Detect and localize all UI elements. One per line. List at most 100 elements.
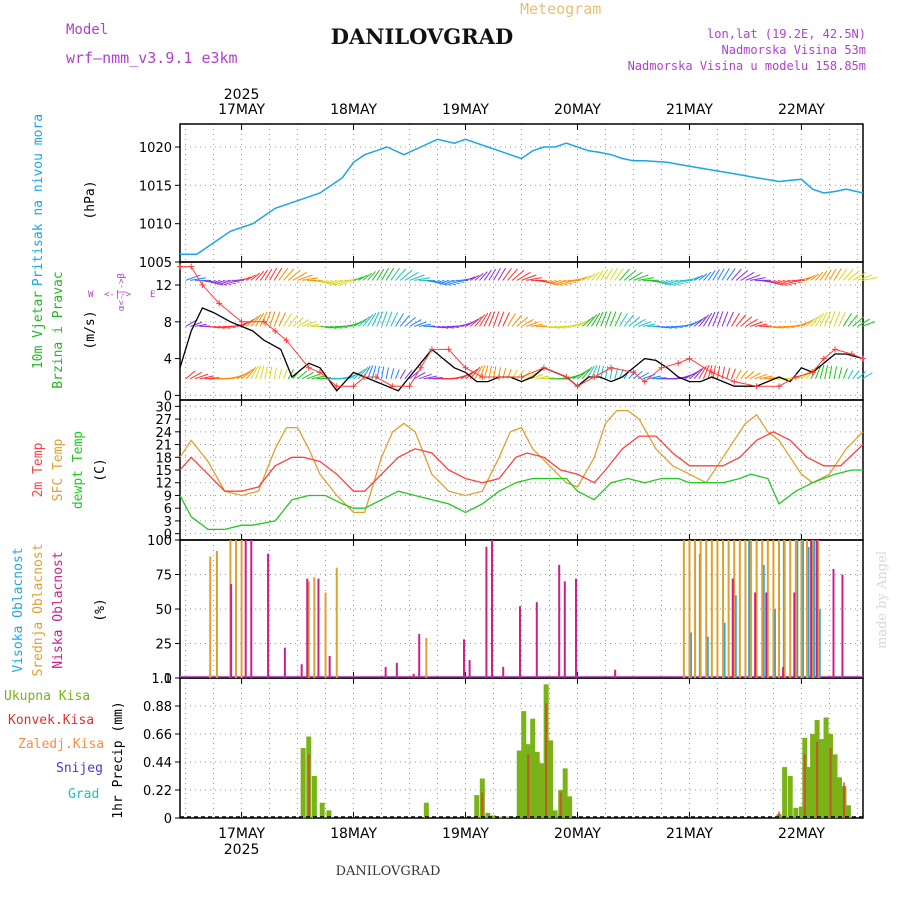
cloud-low-label: Niska Oblacnost <box>51 551 66 668</box>
wind-arrow <box>483 269 492 281</box>
wind-arrow <box>381 311 388 327</box>
legend-zaledj: Zaledj.Kisa <box>18 737 104 752</box>
wind-arrow <box>707 270 716 281</box>
wind-arrow <box>474 314 486 327</box>
wind-arrow <box>241 368 254 380</box>
gust-marker <box>518 374 525 380</box>
wind-arrow <box>726 367 731 379</box>
precip-total-bar <box>534 751 540 818</box>
wind-arrow <box>666 325 678 329</box>
wind-arrow <box>381 268 389 281</box>
wind-arrow <box>638 277 654 281</box>
gust-marker <box>776 383 783 390</box>
wind-arrow <box>861 321 876 327</box>
wind-arrow <box>544 325 555 329</box>
wind-arrow <box>194 373 209 380</box>
legend-snijeg: Snijeg <box>56 761 103 776</box>
wind-arrow <box>712 269 720 281</box>
precip-total-bar <box>819 739 825 818</box>
wind-arrow <box>474 272 484 281</box>
wind-arrow <box>815 271 824 281</box>
wind-arrow <box>633 274 649 281</box>
compass-e: E <box>150 290 155 300</box>
wind-arrow <box>185 274 201 281</box>
top-year-label: 2025 <box>224 87 260 103</box>
model-elevation-text: Nadmorska Visina u modelu 158.85m <box>628 59 866 73</box>
pressure-unit: (hPa) <box>83 180 98 219</box>
wind-arrow <box>633 370 643 380</box>
precip-total-bar <box>423 802 429 818</box>
wind-arrow <box>273 311 281 327</box>
wind-arrow <box>385 267 395 281</box>
compass-arrows: <-|-> <box>104 290 132 300</box>
precip-total-bar <box>505 816 511 818</box>
gust-marker <box>177 263 183 270</box>
y-tick-label: 0 <box>164 528 172 543</box>
wind-arrow <box>763 279 780 285</box>
wind-arrow <box>530 323 544 327</box>
wind-arrow <box>707 311 716 327</box>
wind-arrow <box>824 269 832 281</box>
wind-arrow <box>465 368 478 380</box>
precip-total-bar <box>548 740 554 818</box>
wind-arrow <box>376 268 385 281</box>
wind-arrow <box>437 279 452 286</box>
gust-marker <box>686 355 693 362</box>
wind-arrow <box>269 267 278 281</box>
y-tick-label: 1020 <box>139 141 172 156</box>
gust-marker <box>496 374 503 380</box>
wind-arrow <box>297 319 310 327</box>
wind-arrow <box>828 365 833 379</box>
bottom-day-label: 21MAY <box>666 826 713 842</box>
y-tick-label: 0.88 <box>143 700 172 715</box>
wind-arrow <box>521 274 537 281</box>
wind-arrow <box>857 371 867 380</box>
precip-total-bar <box>485 812 491 818</box>
wind-arrow <box>208 325 220 329</box>
wind-arrow <box>395 268 407 281</box>
y-tick-label: 1015 <box>139 179 172 194</box>
wind-arrow <box>833 311 841 327</box>
y-tick-label: 0.66 <box>143 728 172 743</box>
wind-arrow <box>726 311 734 327</box>
wind-arrow <box>325 279 340 286</box>
precip-total-bar <box>311 776 317 818</box>
wind-arrow <box>581 366 593 380</box>
wind-arrow <box>750 277 766 281</box>
wind-arrow <box>301 371 314 380</box>
wind-arrow <box>316 376 332 380</box>
wind-arrow <box>759 375 773 380</box>
wind-arrow <box>847 270 861 281</box>
wind-arrow <box>194 323 207 327</box>
top-day-label: 17MAY <box>218 102 265 118</box>
wind-arrow <box>483 311 492 327</box>
y-tick-label: 18 <box>155 451 172 466</box>
pressure-line <box>180 138 864 256</box>
wind-arrow <box>325 325 337 329</box>
precip-conv-bar <box>778 811 781 818</box>
wind-arrow <box>526 277 543 281</box>
wind-arrow <box>339 279 352 283</box>
wind-arrow <box>609 366 613 379</box>
wind-arrow <box>190 321 203 327</box>
wind-arrow <box>213 325 225 329</box>
wind-arrow <box>684 370 699 380</box>
wind-arrow <box>283 268 295 281</box>
wind-arrow <box>777 279 793 286</box>
wind-arrow <box>577 368 590 380</box>
wind-arrow <box>614 312 622 327</box>
wind-arrow <box>385 311 393 327</box>
precip-total-bar <box>845 805 851 818</box>
wind-arrow <box>605 311 612 327</box>
wind-arrow <box>847 314 859 327</box>
wind-arrow <box>838 367 843 379</box>
wind-arrow <box>469 274 480 281</box>
bottom-day-label: 18MAY <box>330 826 377 842</box>
precip-conv-bar <box>829 748 832 818</box>
wind-arrow <box>702 364 710 380</box>
wind-title-2: Brzina i Pravac <box>51 271 66 388</box>
wind-arrow <box>721 268 730 281</box>
wind-arrow <box>227 279 240 283</box>
y-tick-label: 24 <box>155 426 172 441</box>
temp-sfc-label: SFC Temp <box>51 439 66 502</box>
